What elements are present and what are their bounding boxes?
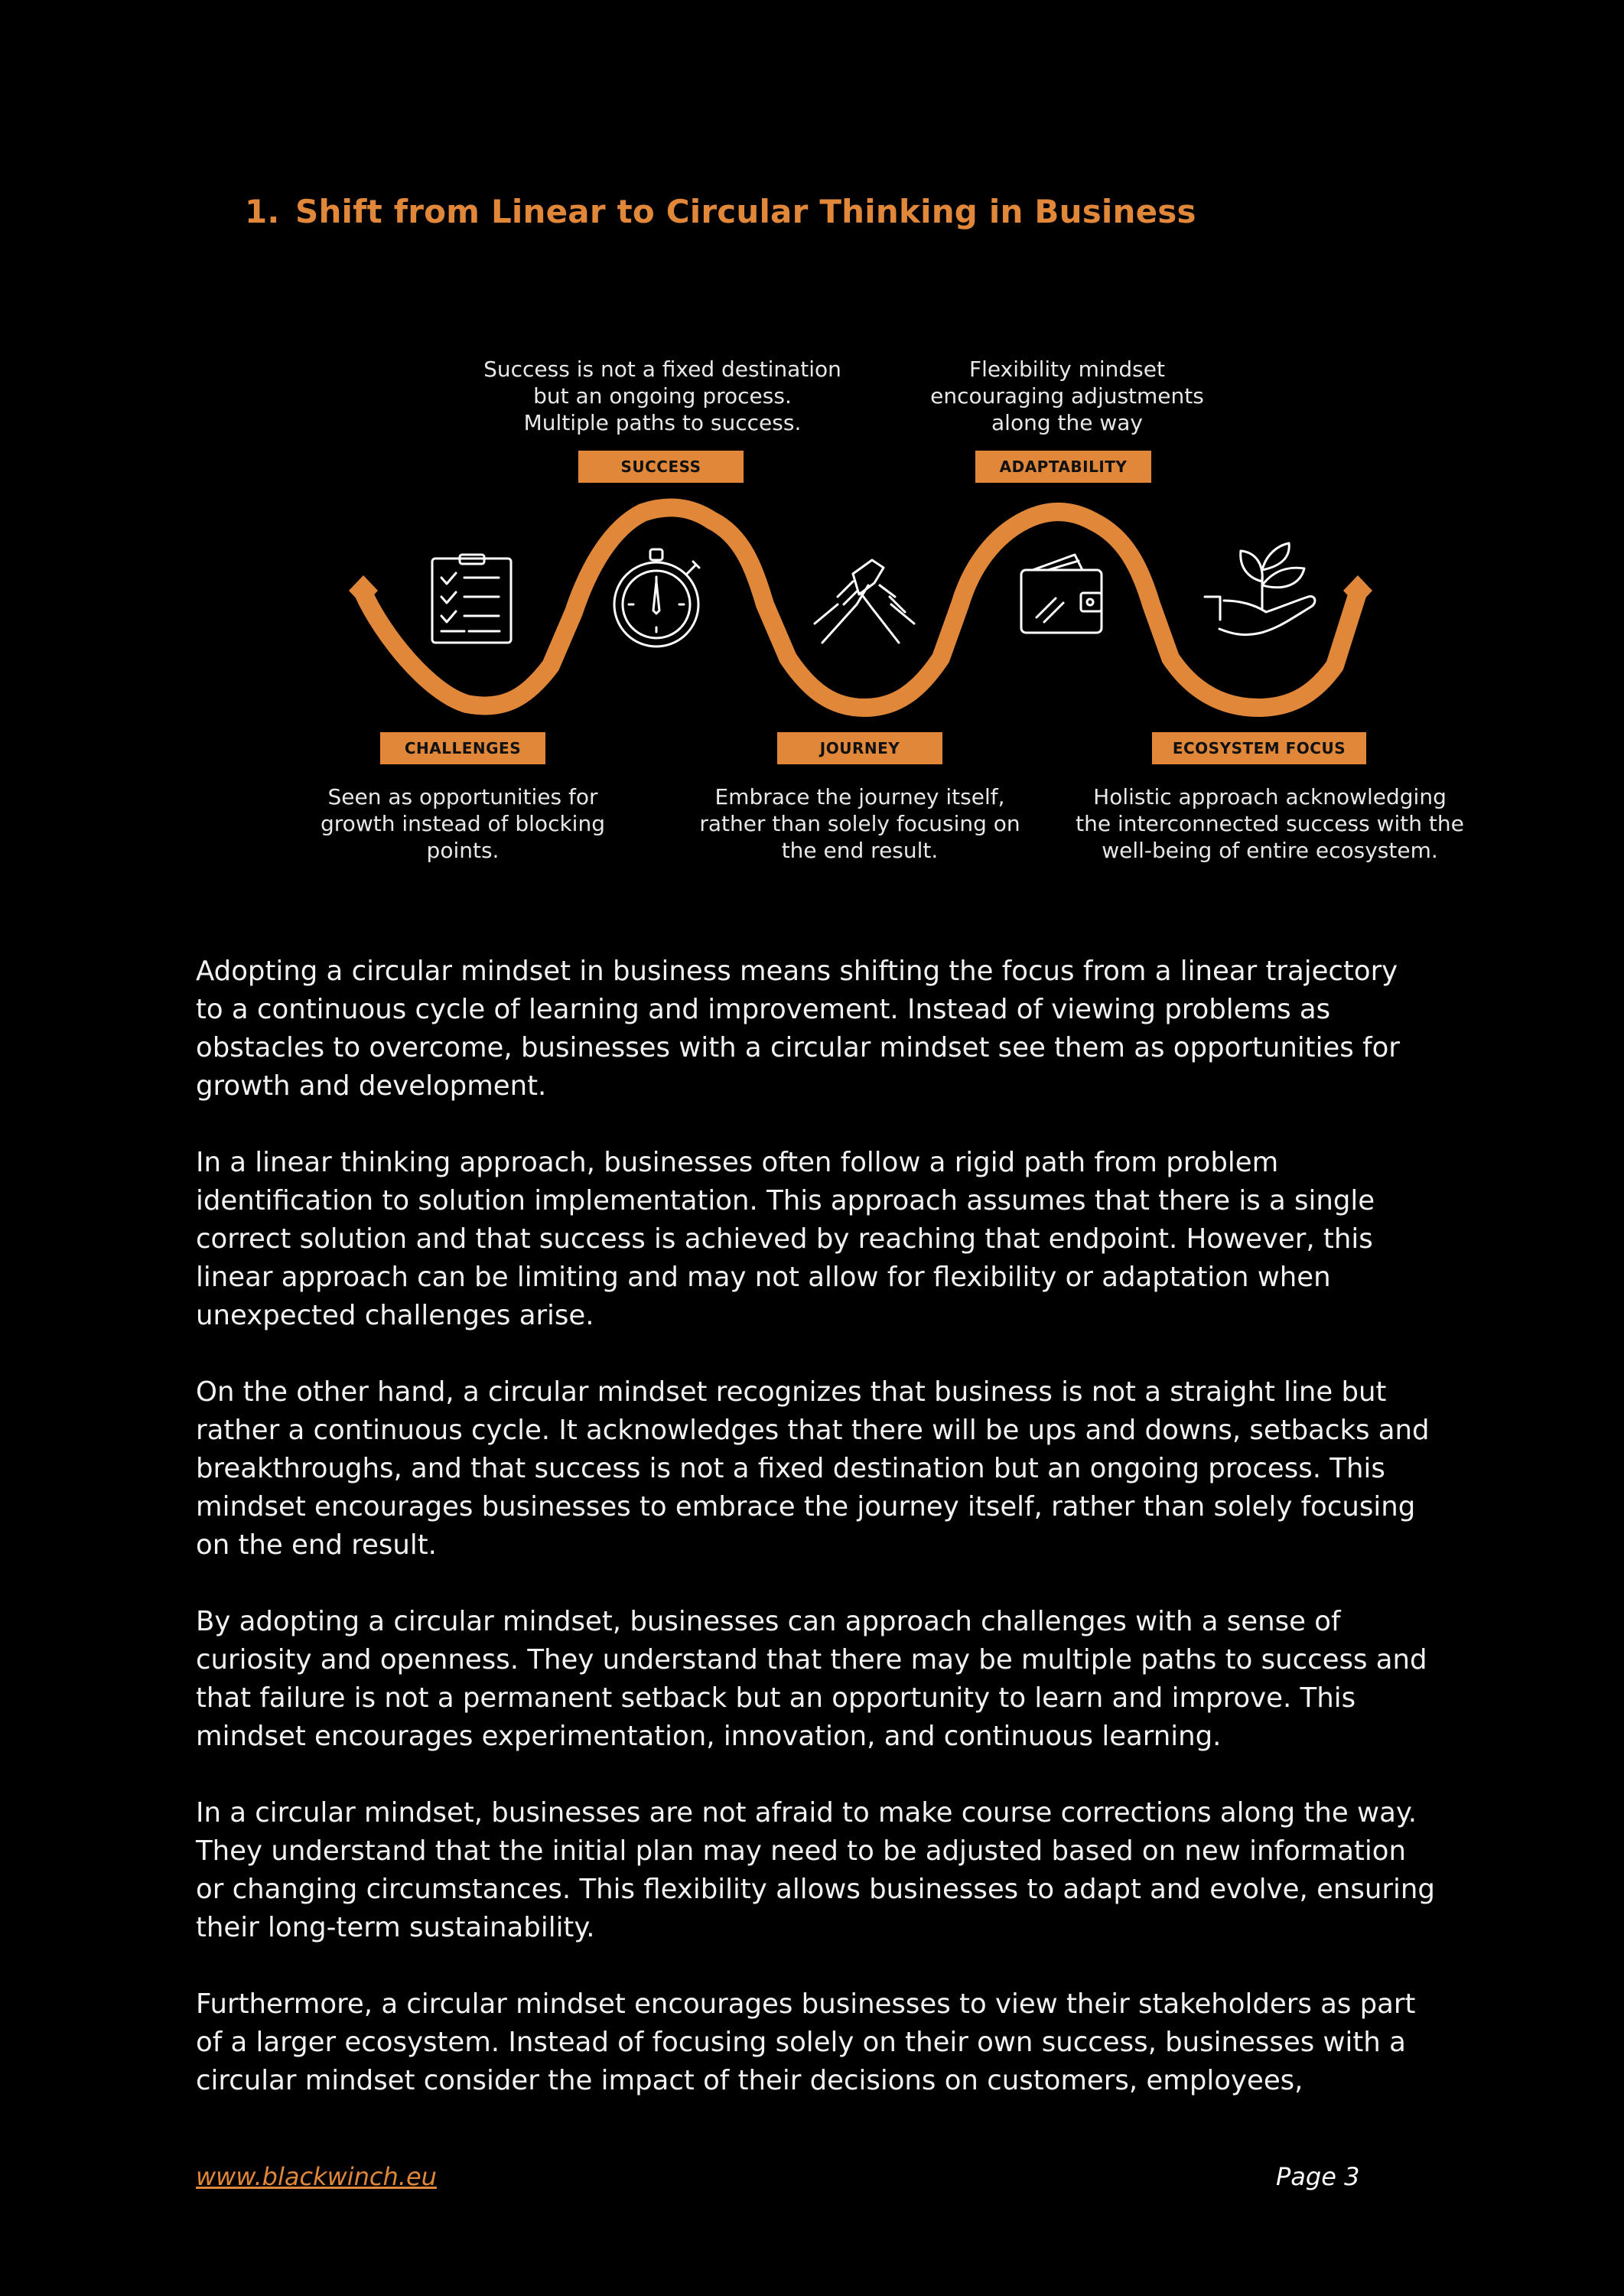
paragraph-2: In a linear thinking approach, businesse… [196,1147,1375,1331]
plant-in-hand-icon [1203,542,1316,637]
caption-success: Success is not a fixed destination but a… [483,357,841,435]
tag-challenges: CHALLENGES [380,732,545,764]
paragraph-1: Adopting a circular mindset in business … [196,956,1400,1102]
caption-journey: Embrace the journey itself, rather than … [699,784,1020,863]
path-end-right [1343,575,1372,606]
body-text: Adopting a circular mindset in business … [196,953,1435,2138]
website-link[interactable]: www.blackwinch.eu [196,2162,437,2191]
circular-thinking-diagram [349,498,1372,717]
paragraph-3: On the other hand, a circular mindset re… [196,1376,1430,1561]
page-number: Page 3 [1276,2162,1360,2191]
tag-adaptability: ADAPTABILITY [975,451,1151,483]
tag-journey: JOURNEY [777,732,942,764]
section-number: 1. [245,193,280,230]
caption-ecosystem-focus: Holistic approach acknowledging the inte… [1076,784,1464,863]
caption-adaptability: Flexibility mindset encouraging adjustme… [930,357,1204,435]
paragraph-5: In a circular mindset, businesses are no… [196,1797,1435,1943]
path-end-left [349,575,378,606]
caption-challenges: Seen as opportunities for growth instead… [321,784,605,863]
wallet-icon [1020,553,1103,634]
tag-ecosystem-focus: ECOSYSTEM FOCUS [1152,732,1366,764]
handshake-icon [813,559,916,644]
wave-path [354,498,1367,717]
section-title: Shift from Linear to Circular Thinking i… [295,193,1196,230]
paragraph-6: Furthermore, a circular mindset encourag… [196,1988,1416,2096]
paragraph-4: By adopting a circular mindset, business… [196,1606,1427,1752]
checklist-icon [431,553,513,644]
tag-success: SUCCESS [578,451,744,483]
stopwatch-icon [613,548,701,648]
section-heading: 1. Shift from Linear to Circular Thinking… [245,193,1196,230]
